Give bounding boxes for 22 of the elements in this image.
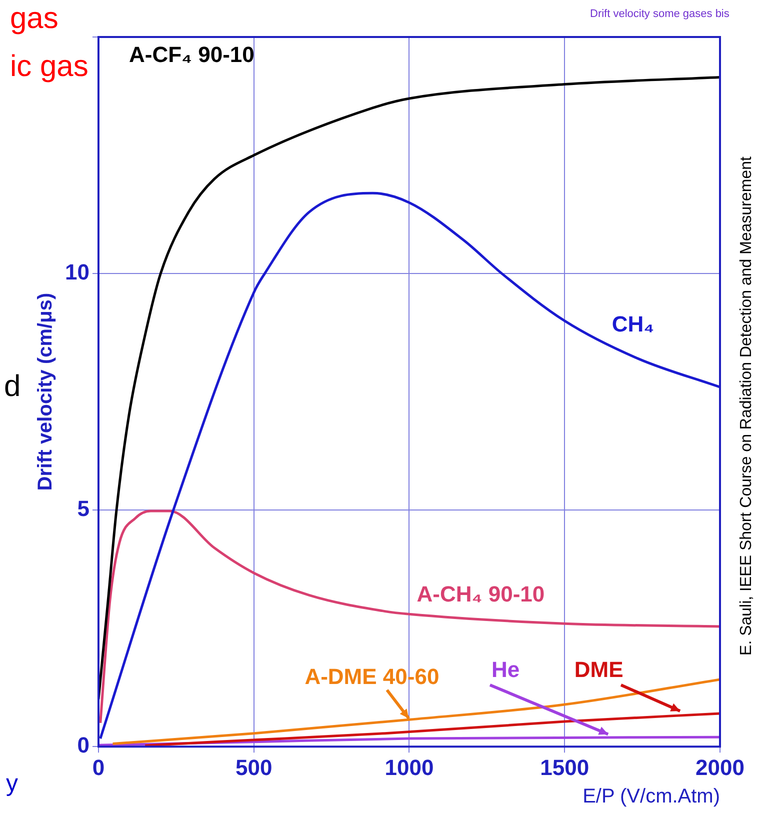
text: y — [6, 770, 18, 798]
x-tick-label: 500 — [235, 754, 272, 780]
series-label: CH₄ — [612, 312, 654, 337]
series-label: A-CH₄ 90-10 — [416, 581, 545, 606]
y-tick-label: 10 — [64, 260, 90, 285]
text: E. Sauli, IEEE Short Course on Radiation Detection and Measurement — [738, 156, 756, 656]
text: Drift velocity some gases bis — [590, 8, 730, 20]
x-axis-title: E/P (V/cm.Atm) — [582, 786, 720, 808]
text: gas — [10, 2, 58, 36]
x-tick-label: 2000 — [696, 754, 744, 780]
text: A-CF₄ 90-10 — [128, 42, 254, 67]
y-axis-title: Drift velocity (cm/μs) — [34, 292, 57, 491]
line-series — [144, 712, 720, 747]
text: d — [4, 370, 21, 404]
x-tick-label: 1500 — [540, 754, 590, 780]
series-label: DME — [574, 656, 624, 682]
text: ic gas — [10, 50, 88, 84]
text: He — [492, 656, 520, 682]
y-tick-label: 0 — [77, 732, 90, 758]
x-tick-label: 1000 — [384, 754, 434, 780]
series-label: A-DME 40-60 — [304, 664, 440, 690]
y-tick-label: 5 — [77, 496, 90, 522]
